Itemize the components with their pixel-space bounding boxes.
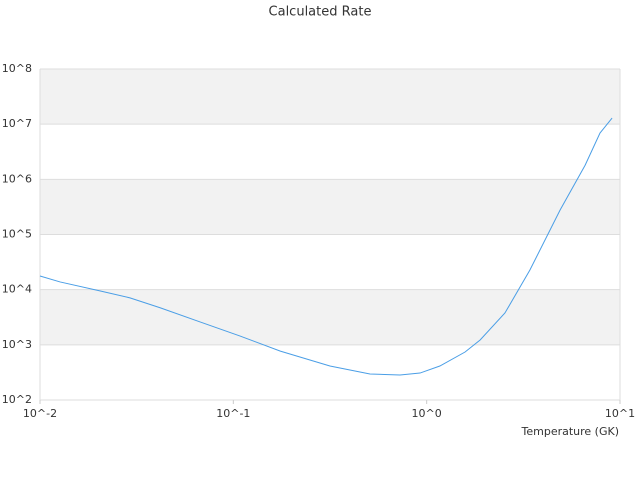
grid-band xyxy=(40,179,620,235)
y-tick-label: 10^8 xyxy=(2,62,32,75)
x-tick-label: 10^-2 xyxy=(23,407,57,420)
y-tick-label: 10^3 xyxy=(2,338,32,351)
grid-band xyxy=(40,289,620,345)
chart-title: Calculated Rate xyxy=(269,5,372,20)
y-tick-label: 10^4 xyxy=(2,283,32,296)
line-series xyxy=(39,117,613,376)
y-tick-label: 10^2 xyxy=(2,393,32,406)
y-tick-label: 10^7 xyxy=(2,117,32,130)
x-tick-label: 10^0 xyxy=(412,407,442,420)
y-tick-label: 10^6 xyxy=(2,172,32,185)
x-tick-label: 10^1 xyxy=(605,407,635,420)
x-tick-label: 10^-1 xyxy=(216,407,250,420)
grid-band xyxy=(40,69,620,125)
y-tick-label: 10^5 xyxy=(2,228,32,241)
x-axis-label: Temperature (GK) xyxy=(521,425,620,438)
